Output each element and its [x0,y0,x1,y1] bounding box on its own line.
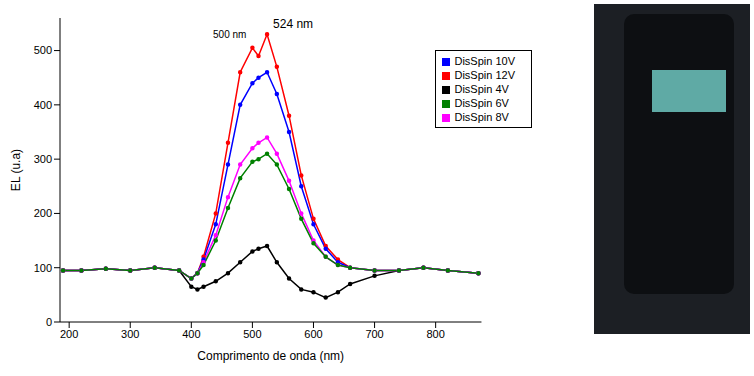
svg-text:Comprimento de onda (nm): Comprimento de onda (nm) [197,349,344,363]
svg-text:EL (u.a): EL (u.a) [9,149,23,191]
html-text:DisSpin 10V: DisSpin 10V [454,55,515,67]
svg-text:700: 700 [365,328,383,340]
html-text:DisSpin 4V: DisSpin 4V [454,83,509,95]
svg-text:600: 600 [304,328,322,340]
svg-text:200: 200 [60,328,78,340]
svg-text:500: 500 [243,328,261,340]
svg-text:400: 400 [34,99,52,111]
svg-text:500 nm: 500 nm [213,29,246,40]
svg-text:0: 0 [46,316,52,328]
svg-text:400: 400 [182,328,200,340]
svg-text:100: 100 [34,262,52,274]
svg-text:300: 300 [121,328,139,340]
svg-text:524 nm: 524 nm [273,17,313,31]
svg-text:500: 500 [34,44,52,56]
html-text:DisSpin 6V: DisSpin 6V [454,97,509,109]
html-text:DisSpin 12V: DisSpin 12V [454,69,515,81]
html-text:DisSpin 8V: DisSpin 8V [454,111,509,123]
svg-text:200: 200 [34,207,52,219]
svg-text:800: 800 [426,328,444,340]
svg-text:300: 300 [34,153,52,165]
